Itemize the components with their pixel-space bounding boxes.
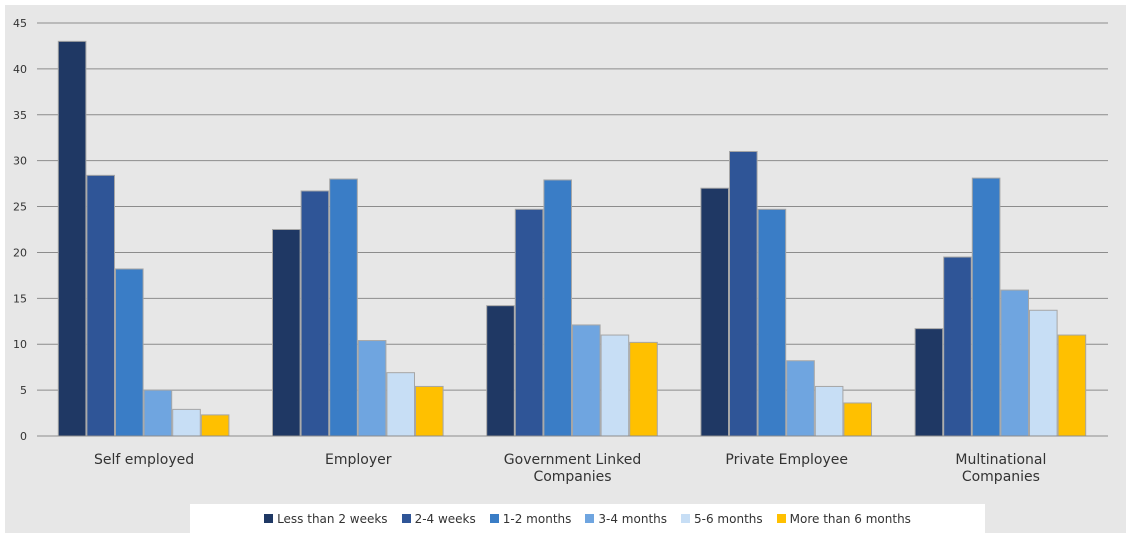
y-tick-label: 45: [13, 17, 27, 30]
bar: [486, 305, 515, 437]
bar: [514, 208, 544, 437]
bar: [757, 208, 787, 437]
bar: [914, 328, 944, 437]
y-tick-label: 30: [13, 155, 27, 168]
legend-item: 1-2 months: [489, 511, 572, 526]
bar: [700, 187, 730, 437]
bar: [172, 408, 201, 437]
legend-label: 5-6 months: [694, 511, 763, 526]
legend-item: 3-4 months: [585, 512, 667, 526]
legend-label: Less than 2 weeks: [277, 511, 388, 526]
bar: [543, 179, 573, 437]
bar: [971, 177, 1001, 437]
bar: [943, 256, 972, 437]
y-tick-label: 15: [13, 292, 27, 305]
legend-item: Less than 2 weeks: [264, 512, 388, 526]
y-tick-label: 10: [13, 338, 27, 351]
bar: [357, 340, 387, 437]
y-tick-label: 35: [13, 109, 27, 122]
bar: [629, 341, 658, 437]
x-tick-label: Self employed: [94, 452, 194, 468]
bar: [814, 385, 844, 437]
bar: [86, 174, 116, 437]
chart-panel: 0 5 10 15 20 25 30 35 40 45 Self employed Employer…: [5, 5, 1126, 533]
legend-label: 2-4 weeks: [414, 511, 476, 526]
legend-swatch: [401, 514, 411, 523]
bar: [329, 178, 358, 437]
y-axis-ticks: 0 5 10 15 20 25 30 35 40 45: [13, 17, 27, 443]
x-tick-label: Multinational Companies: [955, 452, 1046, 485]
bar: [1000, 289, 1030, 437]
bars: [57, 40, 1087, 437]
bar: [115, 268, 144, 437]
y-tick-label: 20: [13, 246, 27, 259]
bar: [729, 150, 758, 437]
bar: [415, 385, 444, 437]
bar: [786, 360, 815, 437]
legend-swatch: [585, 514, 595, 523]
legend-swatch: [681, 514, 691, 523]
legend-swatch: [489, 514, 499, 523]
x-tick-label: Private Employee: [725, 452, 848, 468]
bar-chart: 0 5 10 15 20 25 30 35 40 45 Self employed Employer…: [13, 17, 1108, 485]
y-tick-label: 25: [13, 201, 27, 214]
bar: [600, 334, 630, 437]
y-tick-label: 5: [20, 384, 27, 397]
bar: [1057, 334, 1087, 437]
legend-label: More than 6 months: [789, 511, 911, 526]
bar: [1029, 309, 1058, 437]
bar: [386, 372, 415, 437]
x-axis-labels: Self employed Employer Government Linked Co…: [94, 452, 1046, 485]
x-tick-label: Government Linked Companies: [504, 452, 641, 485]
legend-label: 3-4 months: [598, 511, 668, 526]
bar: [572, 324, 601, 437]
bar: [272, 229, 301, 437]
bar: [843, 402, 873, 437]
legend: Less than 2 weeks 2-4 weeks 1-2 months 3-4 …: [190, 504, 985, 533]
legend-swatch: [264, 514, 274, 523]
legend-swatch: [776, 514, 786, 523]
y-tick-label: 0: [20, 430, 27, 443]
legend-label: 1-2 months: [502, 511, 572, 526]
legend-item: 5-6 months: [681, 512, 763, 526]
bar: [143, 389, 173, 437]
x-tick-label: Employer: [325, 452, 392, 468]
y-tick-label: 40: [13, 63, 27, 76]
legend-item: More than 6 months: [776, 511, 911, 526]
bar: [200, 414, 230, 437]
bar: [300, 190, 330, 437]
gridlines: [37, 22, 1108, 391]
bar: [57, 40, 87, 437]
legend-item: 2-4 weeks: [401, 511, 476, 526]
